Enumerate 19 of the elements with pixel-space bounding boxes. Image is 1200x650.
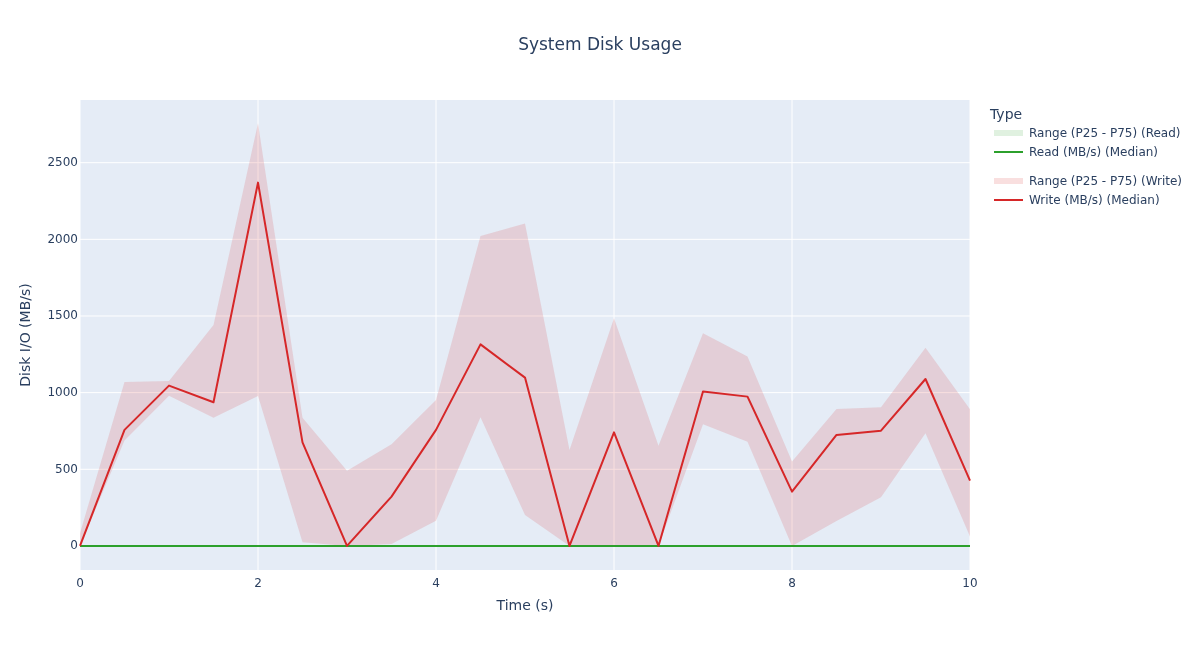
y-tick-label: 500 [55, 461, 78, 476]
x-tick-label: 2 [254, 575, 262, 590]
x-tick-label: 6 [610, 575, 618, 590]
x-axis-title: Time (s) [495, 597, 554, 613]
x-tick-label: 4 [432, 575, 440, 590]
y-tick-label: 1000 [47, 385, 78, 400]
y-tick-label: 2500 [47, 155, 78, 170]
y-tick-label: 2000 [47, 231, 78, 246]
y-axis-title: Disk I/O (MB/s) [17, 283, 33, 387]
x-tick-label: 8 [788, 575, 796, 590]
text: Range (P25 - P75) (Read) [1029, 126, 1181, 140]
legend-label: Read (MB/s) (Median) [1029, 145, 1159, 159]
y-tick-label: 0 [70, 538, 78, 553]
x-tick-label: 10 [962, 575, 978, 590]
y-tick-label: 1500 [47, 308, 78, 323]
legend-label: Write (MB/s) (Median) [1029, 193, 1160, 207]
text: Range (P25 - P75) (Write) [1029, 174, 1183, 188]
legend-title: Type [989, 106, 1023, 122]
chart-title: System Disk Usage [518, 34, 682, 54]
